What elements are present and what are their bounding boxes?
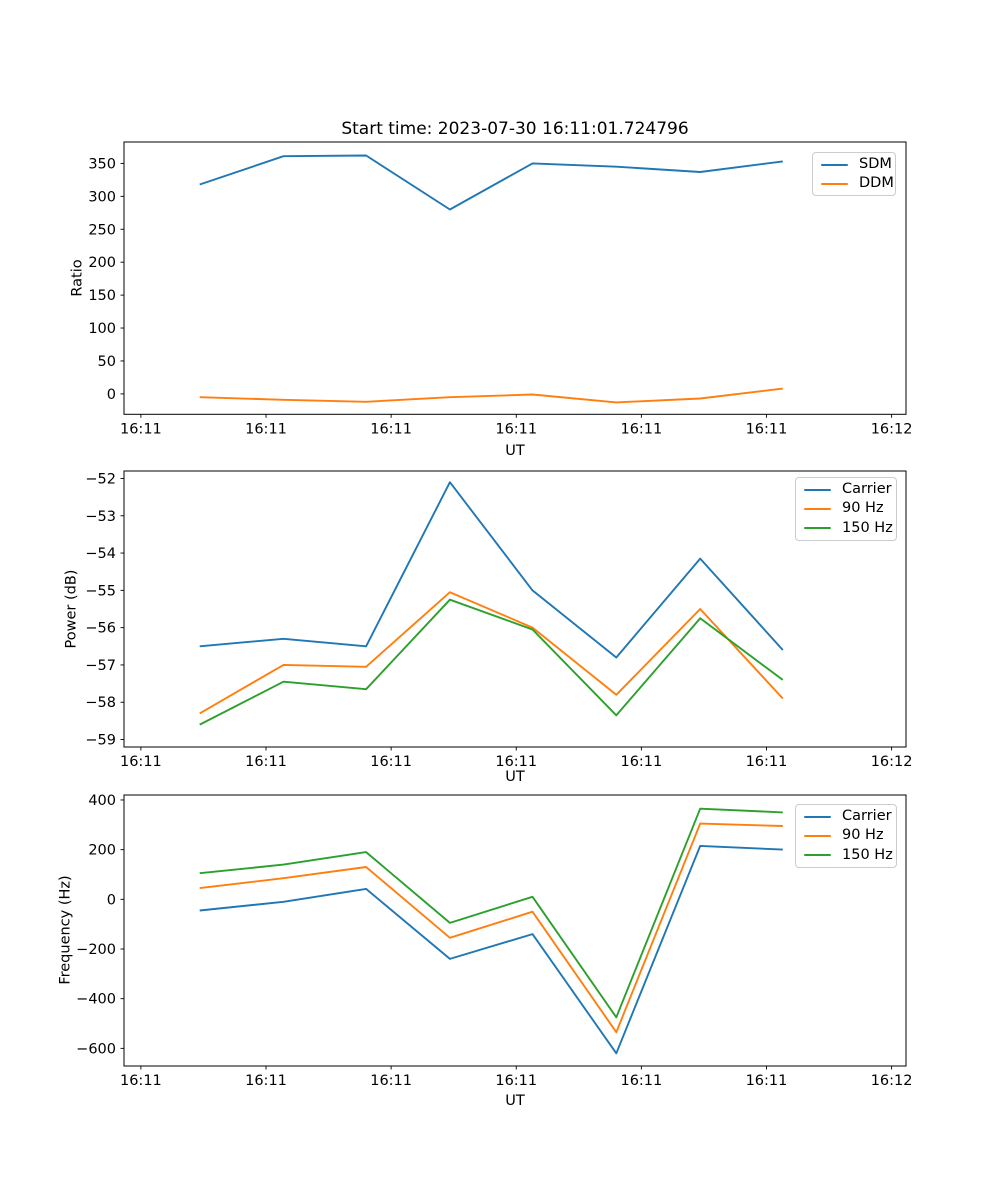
series-line-150-hz [199, 807, 783, 1019]
legend-entry: SDM [817, 155, 892, 174]
x-tick-label: 16:11 [245, 1073, 287, 1089]
legend-entry: 150 Hz [800, 519, 893, 538]
series-line-90-hz [199, 591, 784, 715]
x-tick-label: 16:11 [370, 1073, 412, 1089]
y-tick-label: −52 [85, 471, 116, 487]
y-tick-label: −400 [76, 992, 116, 1008]
x-tick-label: 16:11 [746, 754, 788, 770]
legend-line-swatch [804, 527, 831, 530]
x-tick-label: 16:11 [620, 1073, 662, 1089]
legend-line-swatch [821, 182, 848, 185]
series-line-150-hz [199, 598, 784, 726]
x-tick-label: 16:11 [120, 421, 162, 437]
y-tick-label: 0 [107, 387, 116, 403]
x-tick-label: 16:11 [495, 754, 537, 770]
x-tick-label: 16:12 [871, 1073, 913, 1089]
x-tick-label: 16:11 [245, 754, 287, 770]
y-tick-label: −55 [85, 583, 116, 599]
series-line-90-hz [199, 822, 783, 1034]
legend-label: 150 Hz [842, 846, 893, 863]
y-tick-label: 200 [88, 843, 116, 859]
y-tick-label: −56 [85, 621, 116, 637]
legend-label: Carrier [842, 481, 892, 498]
y-tick-label: 200 [88, 255, 116, 271]
y-tick-label: −57 [85, 658, 116, 674]
y-tick-label: 50 [98, 354, 116, 370]
chart-power-db-: 16:11 16:11 16:11 16:11 16:11 16:11 16:12 −52 −5… [85, 470, 913, 770]
chart-ratio: 16:11 16:11 16:11 16:11 16:11 16:11 16:12 0 50 10… [88, 141, 913, 437]
x-tick-label: 16:11 [370, 421, 412, 437]
y-tick-label: −59 [85, 733, 116, 749]
x-tick-label: 16:11 [620, 754, 662, 770]
y-tick-label: 0 [107, 892, 116, 908]
legend: Carrier 90 Hz 150 Hz [795, 804, 897, 868]
legend: SDM DDM [812, 152, 896, 196]
legend-line-swatch [804, 854, 831, 857]
y-tick-label: −600 [76, 1041, 116, 1057]
legend-label: 90 Hz [842, 500, 884, 517]
x-tick-label: 16:11 [620, 421, 662, 437]
series-line-carrier [199, 481, 784, 659]
x-tick-label: 16:11 [120, 1073, 162, 1089]
figure-title: Start time: 2023-07-30 16:11:01.724796 [341, 119, 689, 139]
ylabel-power: Power (dB) [63, 569, 80, 649]
legend-line-swatch [804, 815, 831, 818]
x-tick-label: 16:12 [871, 754, 913, 770]
legend-line-swatch [804, 488, 831, 491]
legend: Carrier 90 Hz 150 Hz [795, 477, 897, 541]
legend-label: DDM [859, 175, 894, 191]
y-tick-label: −200 [76, 942, 116, 958]
legend-line-swatch [804, 834, 831, 837]
series-line-ddm [199, 387, 783, 404]
xlabel-ratio: UT [505, 443, 525, 459]
ylabel-ratio: Ratio [69, 259, 86, 297]
legend-label: Carrier [842, 808, 892, 825]
x-tick-label: 16:11 [495, 1073, 537, 1089]
x-tick-label: 16:11 [746, 421, 788, 437]
legend-entry: DDM [817, 174, 894, 193]
chart-frequency-hz-: 16:11 16:11 16:11 16:11 16:11 16:11 16:12 400 20… [76, 793, 912, 1089]
x-tick-label: 16:11 [120, 754, 162, 770]
axes-spines [123, 794, 907, 1067]
ylabel-frequency: Frequency (Hz) [57, 875, 74, 985]
x-tick-label: 16:11 [746, 1073, 788, 1089]
axes-spines [123, 141, 907, 415]
axes-spines [123, 470, 907, 748]
y-tick-label: −58 [85, 695, 116, 711]
y-tick-label: 150 [88, 288, 116, 304]
legend-label: 90 Hz [842, 827, 884, 844]
y-tick-label: 400 [88, 793, 116, 809]
x-tick-label: 16:11 [495, 421, 537, 437]
x-tick-label: 16:11 [370, 754, 412, 770]
series-line-sdm [199, 154, 783, 211]
x-tick-label: 16:11 [245, 421, 287, 437]
legend-entry: Carrier [800, 807, 892, 826]
legend-entry: 90 Hz [800, 499, 890, 518]
legend-entry: 90 Hz [800, 826, 890, 845]
xlabel-frequency: UT [505, 1093, 525, 1109]
legend-line-swatch [821, 163, 848, 166]
legend-entry: Carrier [800, 480, 892, 499]
y-tick-label: 300 [88, 189, 116, 205]
legend-label: SDM [859, 156, 892, 172]
legend-label: 150 Hz [842, 519, 893, 536]
series-line-carrier [199, 844, 783, 1055]
legend-entry: 150 Hz [800, 846, 893, 865]
x-tick-label: 16:12 [871, 421, 913, 437]
y-tick-label: 250 [88, 222, 116, 238]
y-tick-label: 350 [88, 156, 116, 172]
legend-line-swatch [804, 507, 831, 510]
y-tick-label: −53 [85, 509, 116, 525]
y-tick-label: −54 [85, 546, 116, 562]
y-tick-label: 100 [88, 321, 116, 337]
xlabel-power: UT [505, 769, 525, 785]
